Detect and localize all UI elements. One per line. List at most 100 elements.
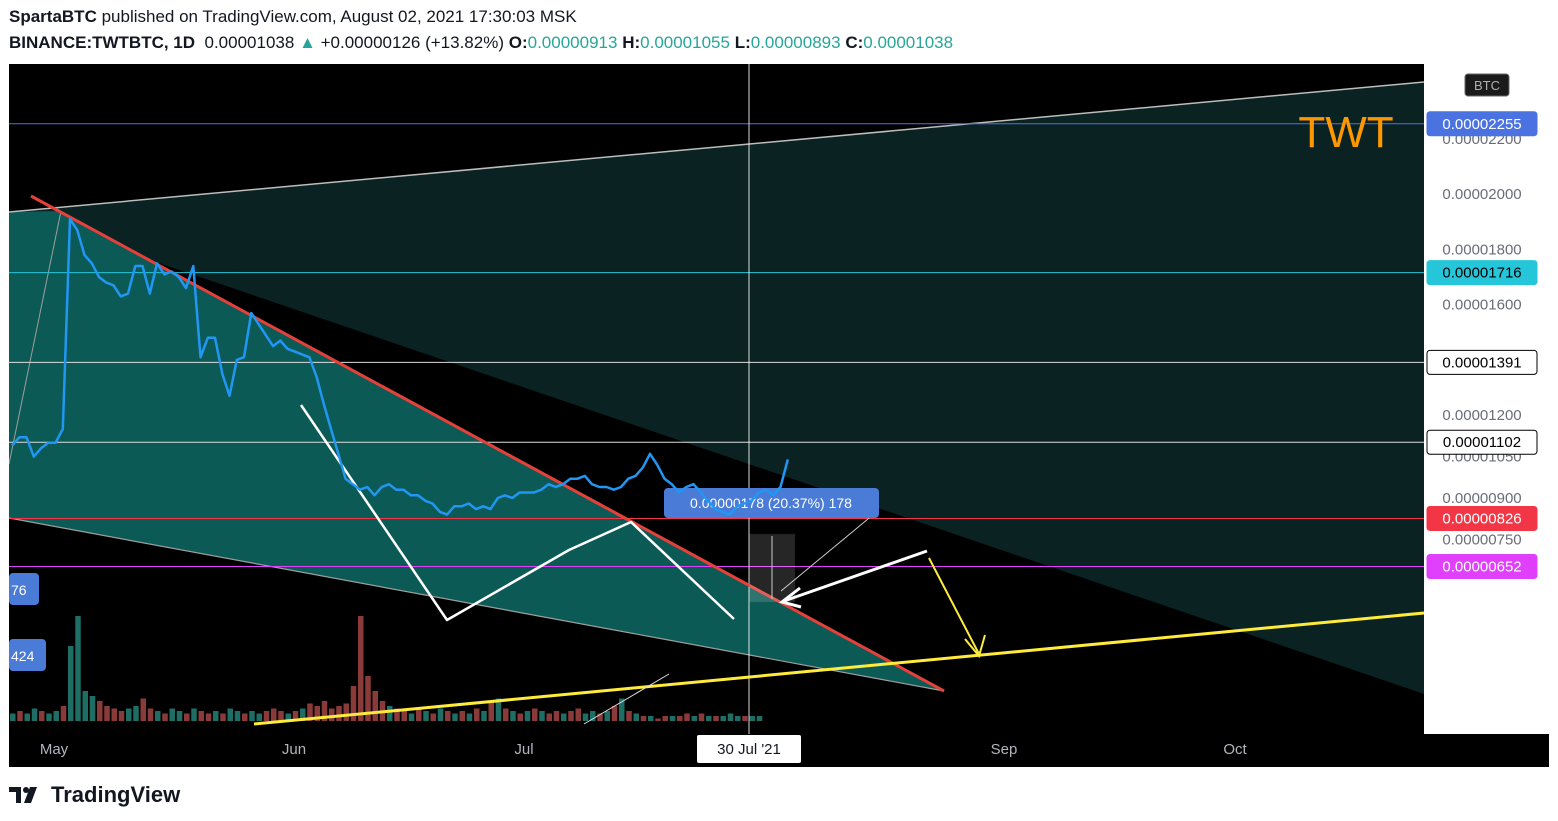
- volume-bar: [97, 701, 103, 721]
- level-badge-0: [1426, 111, 1538, 137]
- y-tick-label: 0.00001600: [1442, 297, 1521, 314]
- volume-bar: [17, 711, 23, 721]
- volume-bar: [350, 686, 357, 721]
- volume-bar: [365, 676, 371, 721]
- volume-bar: [756, 716, 763, 721]
- level-label-2: 0.00001391: [1442, 354, 1521, 371]
- volume-bar: [213, 711, 219, 721]
- yellow-projection-arrow-shaft: [928, 557, 980, 655]
- volume-bar: [503, 708, 509, 721]
- volume-bar: [227, 708, 233, 721]
- low-value: 0.00000893: [750, 33, 841, 52]
- volume-bar: [488, 701, 494, 721]
- volume-bar: [285, 713, 291, 721]
- volume-bar: [706, 716, 712, 721]
- level-label-4: 0.00000826: [1442, 510, 1521, 527]
- price-chart[interactable]: 0.00000178 (20.37%) 178 TWT BTC 0.000022…: [9, 64, 1549, 767]
- volume-bar: [111, 708, 117, 721]
- thin-annotation-line: [583, 673, 670, 725]
- author-name[interactable]: SpartaBTC: [9, 7, 97, 26]
- currency-badge: [1464, 73, 1510, 97]
- measure-label: 0.00000178 (20.37%) 178: [690, 495, 852, 511]
- volume-bar: [133, 706, 139, 721]
- volume-bar: [75, 616, 81, 721]
- open-label: O:: [508, 33, 528, 52]
- volume-bar: [423, 711, 429, 721]
- time-axis[interactable]: May Jun Jul 30 Jul '21 Sep Oct: [40, 735, 1248, 763]
- volume-bars: [10, 616, 763, 721]
- y-tick-label: 0.00002000: [1442, 186, 1521, 203]
- volume-bar: [336, 706, 342, 721]
- y-tick-label: 0.00001800: [1442, 241, 1521, 258]
- volume-bar: [372, 691, 378, 721]
- volume-bar: [10, 713, 16, 721]
- tradingview-logo[interactable]: TradingView: [9, 782, 180, 808]
- volume-bar: [604, 711, 610, 721]
- volume-bar: [408, 713, 415, 721]
- volume-bar: [169, 708, 175, 721]
- x-tick-label: Jul: [514, 741, 533, 758]
- volume-bar: [401, 711, 407, 721]
- volume-bar: [300, 708, 306, 721]
- volume-bar: [249, 711, 255, 721]
- horizontal-levels: [9, 123, 1424, 568]
- volume-bar: [655, 718, 661, 721]
- level-badge-1: [1426, 260, 1538, 286]
- volume-bar: [684, 713, 690, 721]
- volume-bar: [749, 716, 755, 721]
- volume-bar: [155, 711, 161, 721]
- left-badge-2-label: 424: [11, 648, 35, 664]
- volume-bar: [553, 711, 560, 721]
- publication-header: SpartaBTC published on TradingView.com, …: [9, 7, 577, 27]
- volume-bar: [691, 716, 697, 721]
- volume-bar: [546, 713, 552, 721]
- volume-bar: [89, 696, 96, 721]
- symbol-name[interactable]: BINANCE:TWTBTC, 1D: [9, 33, 196, 52]
- volume-bar: [82, 691, 88, 721]
- volume-bar: [597, 713, 603, 721]
- volume-bar: [561, 713, 567, 721]
- volume-bar: [437, 708, 444, 721]
- volume-bar: [31, 708, 38, 721]
- volume-bar: [191, 708, 197, 721]
- volume-bar: [358, 616, 364, 721]
- tradingview-logo-icon: [9, 787, 37, 803]
- volume-bar: [517, 713, 523, 721]
- volume-bar: [727, 713, 734, 721]
- volume-bar: [590, 711, 596, 721]
- volume-bar: [720, 716, 726, 721]
- close-value: 0.00001038: [863, 33, 954, 52]
- level-label-0: 0.00002255: [1442, 116, 1521, 133]
- volume-bar: [452, 713, 458, 721]
- yellow-support-trendline: [253, 611, 1425, 726]
- price-change: +0.00000126 (+13.82%): [320, 33, 504, 52]
- volume-bar: [234, 711, 241, 721]
- volume-bar: [39, 711, 45, 721]
- volume-bar: [742, 716, 748, 721]
- symbol-header: BINANCE:TWTBTC, 1D 0.00001038 ▲ +0.00000…: [9, 33, 953, 53]
- volume-bar: [53, 711, 59, 721]
- volume-bar: [582, 713, 589, 721]
- volume-bar: [307, 703, 313, 721]
- volume-bar: [104, 706, 110, 721]
- crosshair-date-box: [697, 735, 801, 763]
- volume-bar: [459, 711, 465, 721]
- x-tick-label: Sep: [991, 741, 1018, 758]
- published-text: published on TradingView.com, August 02,…: [101, 7, 577, 26]
- volume-bar: [640, 716, 647, 721]
- upper-channel-fill: [9, 82, 1424, 694]
- white-arrow-icon: [778, 586, 802, 609]
- x-tick-label: Oct: [1223, 741, 1247, 758]
- volume-bar: [126, 708, 132, 721]
- volume-bar: [568, 711, 574, 721]
- axis-background: [1424, 64, 1549, 734]
- lower-channel-fill: [9, 211, 944, 691]
- left-badge-1-label: 76: [11, 582, 27, 598]
- volume-bar: [662, 716, 668, 721]
- left-badge-1: [9, 573, 39, 605]
- volume-bar: [256, 713, 262, 721]
- volume-bar: [466, 713, 473, 721]
- x-tick-label: Jun: [282, 741, 306, 758]
- volume-bar: [271, 708, 277, 721]
- high-value: 0.00001055: [640, 33, 730, 52]
